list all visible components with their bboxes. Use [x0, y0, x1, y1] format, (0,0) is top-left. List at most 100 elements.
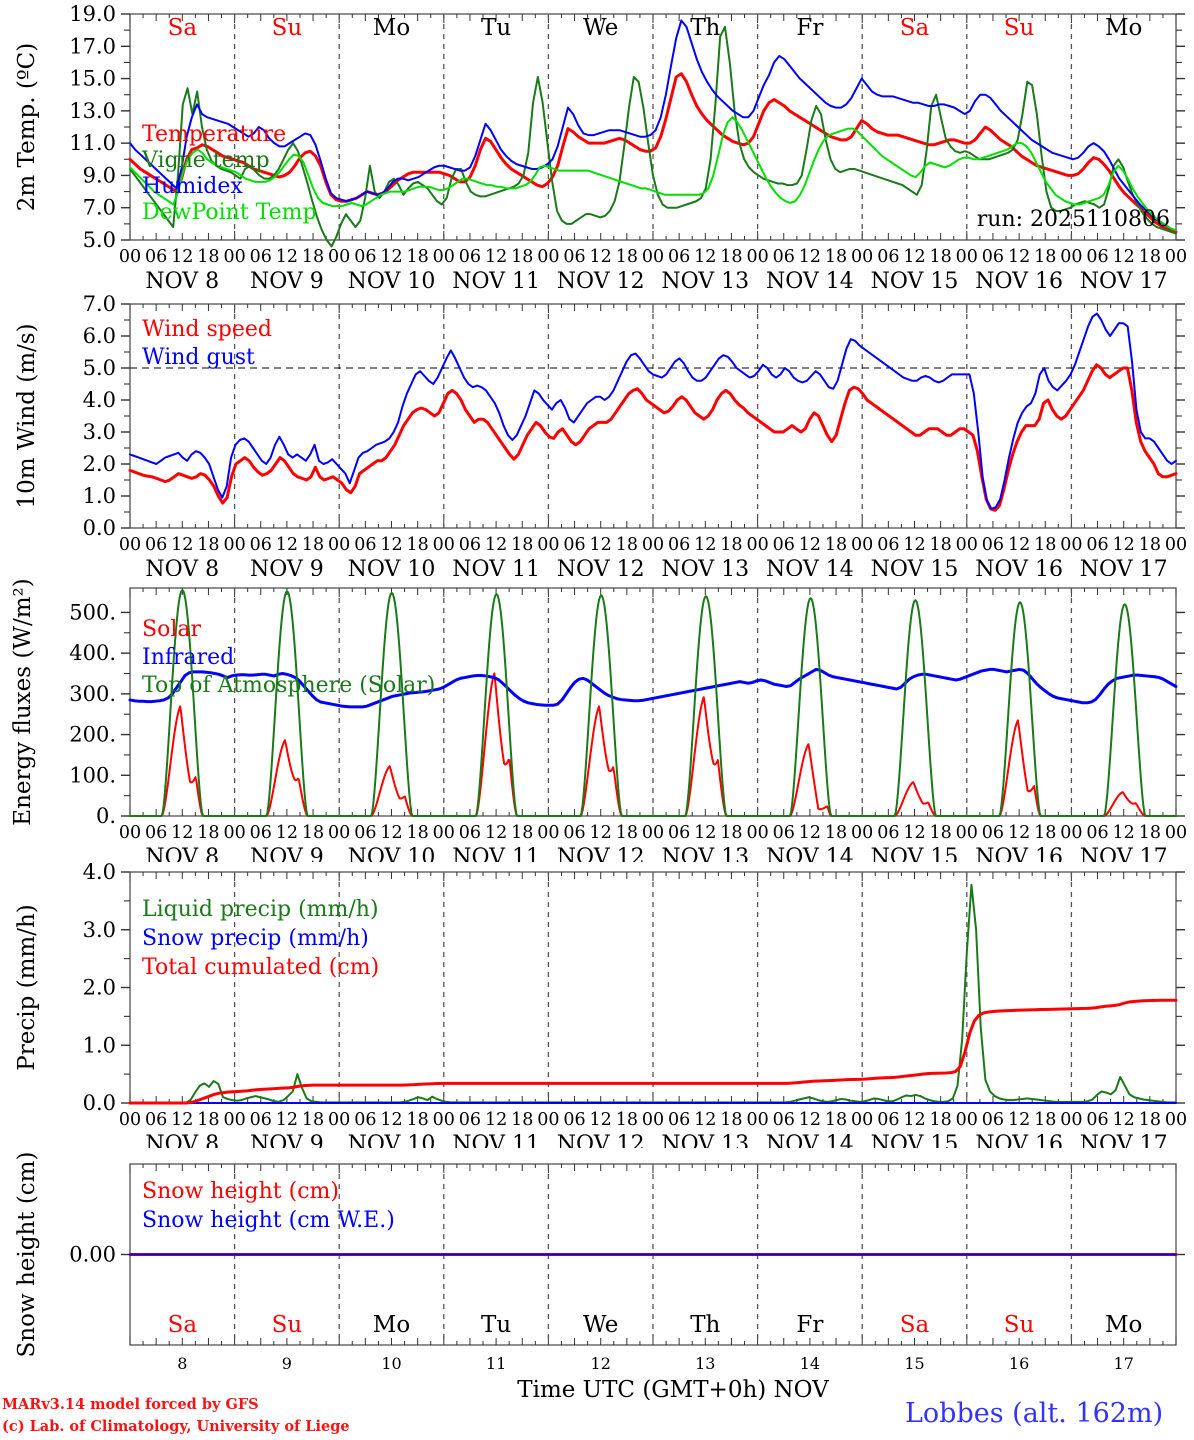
- day-date-label: NOV 15: [871, 1132, 959, 1148]
- hour-tick-label: 18: [407, 1110, 429, 1130]
- hour-tick-label: 06: [459, 823, 481, 843]
- legend-label: Liquid precip (mm/h): [142, 897, 379, 922]
- hour-tick-label: 00: [223, 535, 245, 555]
- hour-tick-label: 18: [720, 247, 742, 267]
- y-tick-label: 2.0: [83, 976, 116, 1000]
- hour-tick-label: 12: [590, 823, 612, 843]
- hour-tick-label: 00: [537, 535, 559, 555]
- hour-tick-label: 06: [250, 535, 272, 555]
- hour-tick-label: 18: [616, 535, 638, 555]
- hour-tick-label: 06: [563, 823, 585, 843]
- legend-label: Snow height (cm): [142, 1179, 339, 1204]
- hour-tick-label: 06: [145, 1110, 167, 1130]
- y-tick-label: 0.0: [83, 516, 116, 540]
- hour-tick-label: 06: [459, 535, 481, 555]
- hour-tick-label: 06: [982, 1110, 1004, 1130]
- y-axis-title: Energy fluxes (W/m²): [10, 578, 36, 825]
- legend-label: Wind speed: [142, 317, 272, 342]
- hour-tick-label: 18: [930, 535, 952, 555]
- day-date-label: NOV 16: [975, 557, 1063, 576]
- hour-tick-label: 12: [1113, 247, 1135, 267]
- hour-tick-label: 00: [537, 247, 559, 267]
- chart-precip: 0.0 1.0 2.0 3.0 4.0 Liquid precip (mm/h) Snow …: [14, 860, 1187, 1148]
- y-tick-label: 19.0: [69, 2, 116, 26]
- hour-tick-label: 06: [773, 1110, 795, 1130]
- hour-tick-label: 00: [642, 535, 664, 555]
- hour-tick-label: 00: [328, 1110, 350, 1130]
- panel-energy-fluxes: 0. 100. 200. 300. 400. 500. Solar Infrared Top o…: [0, 572, 1194, 862]
- hour-tick-label: 06: [563, 1110, 585, 1130]
- hour-tick-label: 00: [1060, 1110, 1082, 1130]
- hour-tick-label: 06: [877, 823, 899, 843]
- legend-label: Snow height (cm W.E.): [142, 1208, 395, 1233]
- series-dewpoint-temp: [129, 116, 1177, 232]
- legend-label: Temperature: [142, 122, 286, 147]
- hour-tick-label: 00: [956, 247, 978, 267]
- day-date-label: NOV 9: [250, 845, 324, 862]
- hour-tick-label: 06: [877, 1110, 899, 1130]
- y-tick-label: 4.0: [83, 860, 116, 884]
- y-tick-label: 400.: [69, 641, 116, 665]
- day-name-label: Su: [1004, 1312, 1035, 1338]
- day-name-label: Su: [1004, 15, 1035, 41]
- day-date-label: NOV 17: [1080, 1132, 1168, 1148]
- hour-tick-label: 00: [1060, 535, 1082, 555]
- hour-tick-label: 00: [119, 247, 141, 267]
- day-date-label: NOV 11: [452, 845, 540, 862]
- day-date-label: NOV 14: [766, 269, 854, 290]
- series-vigne-temp: [129, 25, 1177, 248]
- y-tick-label: 2.0: [83, 452, 116, 476]
- hour-tick-label: 12: [380, 247, 402, 267]
- day-date-label: NOV 10: [348, 269, 436, 290]
- day-date-label: NOV 11: [452, 1132, 540, 1148]
- day-date-label: NOV 8: [145, 1132, 219, 1148]
- hour-tick-label: 18: [825, 535, 847, 555]
- hour-tick-label: 12: [276, 823, 298, 843]
- credit-line-2: (c) Lab. of Climatology, University of L…: [2, 1418, 350, 1435]
- hour-tick-label: 18: [407, 535, 429, 555]
- hour-tick-label: 18: [720, 1110, 742, 1130]
- hour-tick-label: 00: [851, 1110, 873, 1130]
- hour-tick-label: 12: [590, 247, 612, 267]
- hour-tick-label: 12: [903, 535, 925, 555]
- legend-label: DewPoint Temp: [142, 200, 317, 225]
- legend-label: Top of Atmosphere (Solar): [142, 673, 435, 698]
- day-name-label: Su: [272, 1312, 303, 1338]
- day-name-label: Mo: [1105, 1312, 1142, 1338]
- hour-tick-label: 12: [903, 1110, 925, 1130]
- hour-tick-label: 06: [773, 823, 795, 843]
- panel-snow-height: 0.00 Sa Su Mo Tu We Th Fr Sa Su Mo Snow height (cm)…: [0, 1150, 1194, 1400]
- series-infrared: [128, 667, 1178, 709]
- site-name-label: Lobbes (alt. 162m): [905, 1398, 1164, 1429]
- hour-tick-label: 18: [197, 247, 219, 267]
- legend-label: Infrared: [142, 645, 234, 670]
- hour-tick-label: 06: [145, 535, 167, 555]
- y-tick-label: 7.0: [83, 292, 116, 316]
- hour-tick-label: 06: [982, 823, 1004, 843]
- day-date-label: NOV 16: [975, 1132, 1063, 1148]
- series-wind-gust: [129, 312, 1177, 510]
- series-top-of-atmosphere-solar: [129, 589, 1177, 817]
- day-name-label: Sa: [168, 15, 198, 41]
- day-name-label: We: [583, 1312, 618, 1338]
- hour-tick-label: 12: [799, 823, 821, 843]
- hour-tick-label: 06: [563, 535, 585, 555]
- y-tick-label: 200.: [69, 723, 116, 747]
- panel-temperature: 5.0 7.0 9.0 11.0 13.0 15.0 17.0 19.0 Sa Su Mo Tu We T…: [0, 0, 1194, 290]
- series-wind-speed: [128, 363, 1178, 512]
- hour-tick-label: 12: [276, 535, 298, 555]
- day-date-label: NOV 14: [766, 845, 854, 862]
- hour-tick-label: 06: [145, 823, 167, 843]
- day-name-label: Sa: [900, 15, 930, 41]
- hour-tick-label: 12: [1113, 823, 1135, 843]
- y-tick-label: 4.0: [83, 388, 116, 412]
- hour-tick-label: 00: [956, 535, 978, 555]
- hour-tick-label: 18: [511, 823, 533, 843]
- chart-wind: 0.0 1.0 2.0 3.0 4.0 5.0 6.0 7.0 Wind speed Wind g…: [14, 292, 1187, 576]
- hour-tick-label: 18: [825, 823, 847, 843]
- hour-tick-label: 00: [956, 1110, 978, 1130]
- hour-tick-label: 12: [1008, 823, 1030, 843]
- day-number-label: 14: [800, 1354, 820, 1373]
- day-name-label: Sa: [168, 1312, 198, 1338]
- day-date-label: NOV 8: [145, 845, 219, 862]
